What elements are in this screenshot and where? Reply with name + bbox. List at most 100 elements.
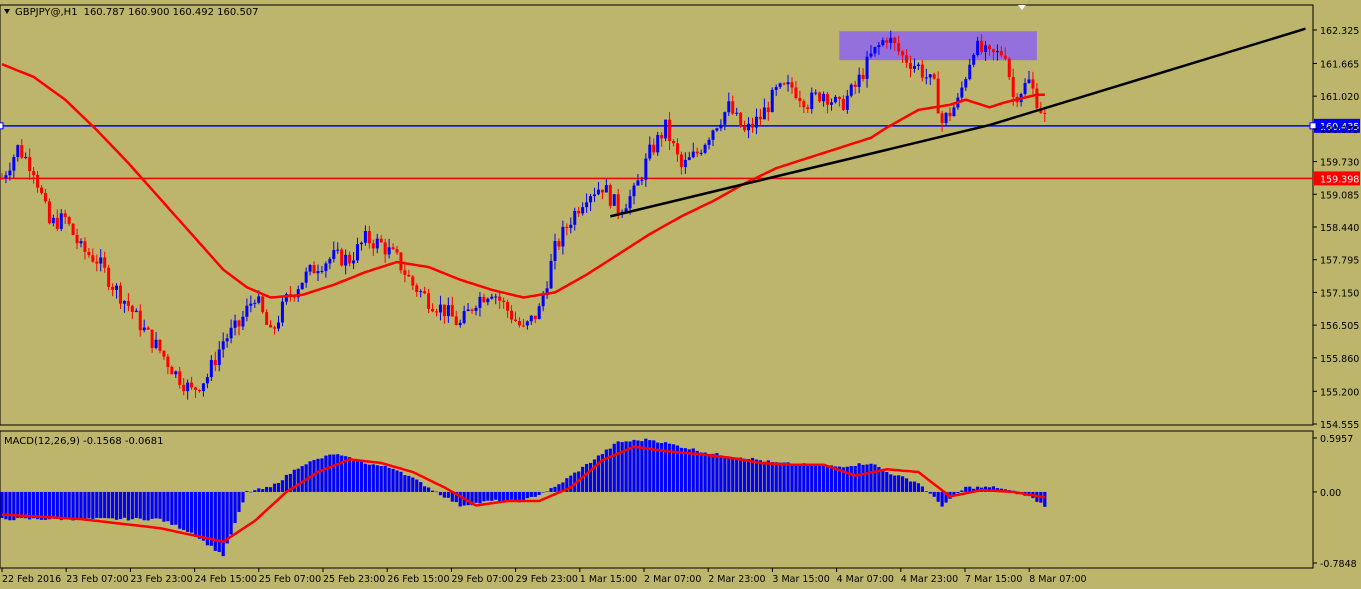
- candle-body: [300, 282, 304, 290]
- candle-body: [328, 258, 332, 264]
- candle-body: [612, 194, 616, 206]
- macd-bar: [411, 477, 415, 492]
- candle-body: [95, 261, 99, 264]
- candle-body: [383, 242, 387, 255]
- candle-body: [727, 101, 731, 113]
- candle-body: [537, 306, 541, 320]
- candle-body: [16, 145, 20, 158]
- macd-bar: [430, 490, 435, 492]
- macd-bar: [711, 453, 715, 492]
- candle-body: [486, 298, 490, 303]
- macd-bar: [217, 491, 221, 553]
- candle-body: [549, 260, 553, 289]
- candle-body: [932, 74, 936, 79]
- macd-bar: [359, 461, 364, 492]
- candle-body: [87, 251, 91, 256]
- macd-bar: [920, 486, 924, 492]
- candle-body: [103, 257, 107, 268]
- candle-body: [217, 349, 221, 366]
- candle-body: [162, 350, 166, 357]
- macd-bar: [122, 491, 127, 518]
- macd-bar: [387, 467, 391, 492]
- candle-body: [458, 323, 462, 325]
- macd-bar: [454, 491, 458, 503]
- macd-bar: [118, 491, 123, 520]
- candle-body: [861, 74, 865, 79]
- macd-bar: [675, 445, 680, 492]
- macd-bar: [197, 491, 202, 539]
- horizontal-lines[interactable]: 160.435 159.398: [0, 118, 1360, 186]
- macd-bar: [276, 483, 281, 492]
- macd-bar: [857, 463, 861, 492]
- macd-bar: [561, 482, 565, 492]
- macd-bar: [186, 491, 190, 532]
- candle-body: [407, 274, 411, 277]
- time-tick-label: 8 Mar 07:00: [1029, 574, 1086, 585]
- candle-body: [826, 93, 830, 105]
- time-tick-label: 26 Feb 15:00: [387, 574, 449, 585]
- macd-bar: [529, 491, 533, 497]
- candle-body: [51, 217, 55, 224]
- macd-bar: [225, 491, 229, 544]
- candle-body: [138, 310, 142, 331]
- macd-bar: [272, 483, 277, 492]
- macd-bar: [336, 454, 340, 492]
- macd-tick-label: 0.5957: [1320, 434, 1353, 445]
- candle-body: [557, 241, 561, 247]
- macd-bar: [521, 491, 525, 501]
- macd-bar: [24, 491, 28, 519]
- candle-body: [336, 249, 340, 251]
- macd-bar: [845, 466, 849, 492]
- candle-body: [359, 242, 363, 245]
- candle-body: [363, 230, 367, 243]
- time-tick-label: 7 Mar 15:00: [965, 574, 1022, 585]
- macd-bar: [130, 491, 134, 520]
- candle-body: [419, 291, 423, 293]
- macd-bar: [509, 491, 514, 500]
- macd-bar: [498, 491, 502, 503]
- line-handle: [1309, 122, 1317, 130]
- macd-bar: [340, 455, 344, 492]
- candle-body: [221, 341, 225, 350]
- candle-body: [565, 226, 569, 229]
- candle-body: [158, 339, 162, 351]
- macd-bar: [743, 458, 747, 492]
- line-handle: [0, 122, 4, 130]
- candle-body: [999, 50, 1003, 56]
- time-axis: 22 Feb 2016 23 Feb 07:00 23 Feb 23:00 24 Fe…: [1, 568, 1087, 585]
- candle-body: [71, 223, 75, 235]
- macd-bar: [695, 450, 699, 492]
- price-tick-label: 158.440: [1320, 223, 1359, 234]
- macd-bar: [798, 465, 802, 492]
- macd-bar: [628, 441, 632, 492]
- time-tick-label: 4 Mar 23:00: [901, 574, 958, 585]
- price-label-box: [1314, 171, 1360, 186]
- macd-bar: [79, 491, 83, 519]
- macd-bar: [407, 475, 411, 492]
- macd-bar: [565, 478, 569, 492]
- macd-bar: [549, 488, 553, 492]
- candle-body: [249, 303, 253, 306]
- candle-body: [438, 304, 442, 313]
- macd-bar: [4, 491, 8, 520]
- macd-bar: [506, 491, 510, 500]
- trendline: [610, 123, 990, 218]
- macd-bar: [158, 491, 162, 519]
- candle-body: [778, 83, 782, 88]
- candle-body: [130, 305, 134, 312]
- candle-body: [644, 158, 648, 180]
- candle-body: [770, 89, 774, 112]
- macd-bar: [557, 484, 561, 492]
- price-tick-label: 154.555: [1320, 420, 1359, 431]
- candle-body: [585, 202, 589, 208]
- shift-marker-icon[interactable]: [1018, 5, 1026, 10]
- candle-body: [703, 144, 707, 153]
- candle-body: [8, 170, 12, 176]
- chart-menu-icon[interactable]: [4, 9, 10, 14]
- macd-bar: [20, 491, 24, 519]
- candle-body: [628, 196, 632, 209]
- candle-body: [675, 143, 679, 155]
- macd-bar: [932, 491, 936, 497]
- trendlines[interactable]: [610, 27, 1306, 218]
